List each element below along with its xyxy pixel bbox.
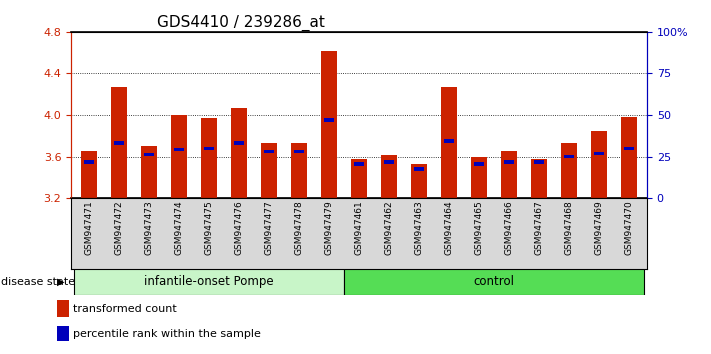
Bar xyxy=(414,167,424,171)
Bar xyxy=(114,141,124,145)
Bar xyxy=(471,156,487,198)
Bar xyxy=(261,143,277,198)
Bar xyxy=(504,160,514,164)
Bar xyxy=(474,162,484,166)
Bar xyxy=(384,160,395,164)
Bar xyxy=(321,51,337,198)
Bar xyxy=(561,143,577,198)
Bar xyxy=(111,87,127,198)
Bar xyxy=(351,159,368,198)
Bar xyxy=(173,148,184,151)
Bar xyxy=(531,159,547,198)
Bar xyxy=(291,143,307,198)
Text: GSM947476: GSM947476 xyxy=(235,200,244,255)
Bar xyxy=(344,269,644,295)
Bar xyxy=(144,153,154,156)
Text: GSM947479: GSM947479 xyxy=(324,200,333,255)
Bar xyxy=(57,326,69,343)
Text: GSM947469: GSM947469 xyxy=(594,200,604,255)
Text: GSM947467: GSM947467 xyxy=(535,200,543,255)
Bar xyxy=(84,160,95,164)
Bar xyxy=(411,164,427,198)
Bar xyxy=(234,141,245,145)
Text: GDS4410 / 239286_at: GDS4410 / 239286_at xyxy=(158,14,326,30)
Text: ▶: ▶ xyxy=(56,277,64,287)
Text: GSM947473: GSM947473 xyxy=(144,200,154,255)
Bar xyxy=(354,162,364,166)
Bar xyxy=(294,150,304,153)
Bar xyxy=(564,155,574,159)
Text: GSM947466: GSM947466 xyxy=(505,200,513,255)
Bar xyxy=(204,147,214,150)
Text: GSM947477: GSM947477 xyxy=(264,200,274,255)
Bar xyxy=(74,269,344,295)
Text: infantile-onset Pompe: infantile-onset Pompe xyxy=(144,275,274,288)
Text: GSM947478: GSM947478 xyxy=(294,200,304,255)
Text: percentile rank within the sample: percentile rank within the sample xyxy=(73,329,261,339)
Text: GSM947465: GSM947465 xyxy=(474,200,483,255)
Bar xyxy=(444,139,454,143)
Text: GSM947461: GSM947461 xyxy=(355,200,363,255)
Bar xyxy=(594,152,604,155)
Bar xyxy=(264,150,274,153)
Text: GSM947462: GSM947462 xyxy=(385,200,394,255)
Bar xyxy=(231,108,247,198)
Text: transformed count: transformed count xyxy=(73,304,177,314)
Text: GSM947464: GSM947464 xyxy=(444,200,454,255)
Text: GSM947463: GSM947463 xyxy=(415,200,424,255)
Bar xyxy=(624,147,634,150)
Bar xyxy=(534,160,545,164)
Bar xyxy=(171,115,187,198)
Bar xyxy=(441,87,457,198)
Text: disease state: disease state xyxy=(1,277,75,287)
Text: GSM947470: GSM947470 xyxy=(624,200,634,255)
Text: GSM947474: GSM947474 xyxy=(175,200,183,255)
Text: GSM947471: GSM947471 xyxy=(85,200,94,255)
Bar xyxy=(81,152,97,198)
Bar xyxy=(324,119,334,122)
Bar xyxy=(57,300,69,317)
Bar xyxy=(141,146,157,198)
Bar xyxy=(501,152,518,198)
Text: GSM947475: GSM947475 xyxy=(205,200,213,255)
Bar xyxy=(591,131,607,198)
Text: GSM947468: GSM947468 xyxy=(565,200,574,255)
Bar xyxy=(621,117,637,198)
Bar xyxy=(381,155,397,198)
Bar xyxy=(201,118,218,198)
Text: control: control xyxy=(474,275,515,288)
Text: GSM947472: GSM947472 xyxy=(114,200,124,255)
